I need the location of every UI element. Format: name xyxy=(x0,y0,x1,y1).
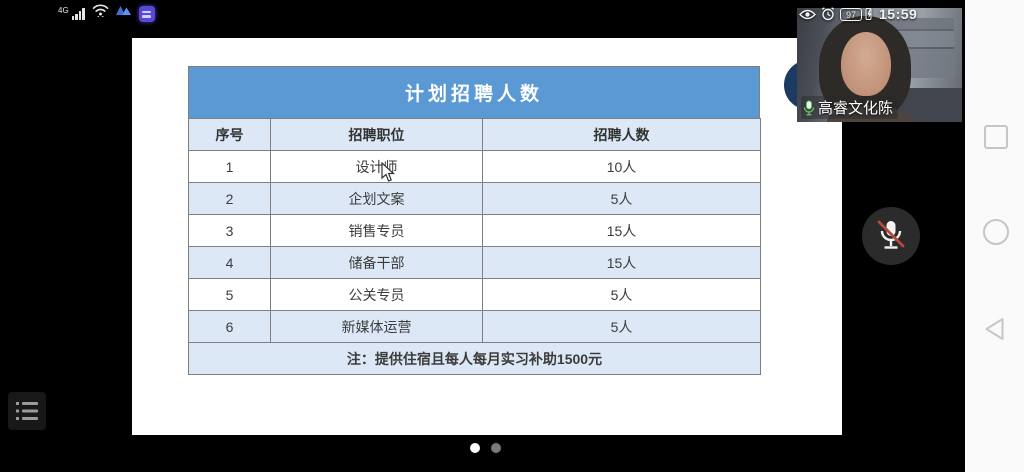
alarm-icon xyxy=(821,7,835,21)
table-note: 注：提供住宿且每人每月实习补助1500元 xyxy=(188,342,761,375)
table-header-row: 序号 招聘职位 招聘人数 xyxy=(188,118,761,151)
participant-name: 高睿文化陈 xyxy=(818,100,894,117)
cell-index: 6 xyxy=(188,310,271,343)
table-title: 计划招聘人数 xyxy=(188,66,760,118)
cell-index: 2 xyxy=(188,182,271,215)
page-dot-inactive xyxy=(491,443,501,453)
table-row: 6 新媒体运营 5人 xyxy=(188,310,761,343)
messaging-app-icon xyxy=(115,3,132,21)
recruitment-grid: 序号 招聘职位 招聘人数 1 设计师 10人 2 企划文案 5人 3 销售专员 … xyxy=(188,118,761,375)
col-header-index: 序号 xyxy=(188,118,271,151)
battery-icon: 97 xyxy=(840,7,862,21)
cell-headcount: 5人 xyxy=(482,182,761,215)
cell-index: 4 xyxy=(188,246,271,279)
back-button[interactable] xyxy=(984,317,1006,346)
microphone-mute-button[interactable] xyxy=(862,207,920,265)
cell-headcount: 5人 xyxy=(482,278,761,311)
page-indicator xyxy=(470,443,501,453)
page-dot-active xyxy=(470,443,480,453)
network-type-label: 4G xyxy=(58,6,69,15)
cell-index: 3 xyxy=(188,214,271,247)
cell-position: 销售专员 xyxy=(270,214,483,247)
wifi-icon xyxy=(92,3,109,23)
cell-index: 5 xyxy=(188,278,271,311)
table-note-row: 注：提供住宿且每人每月实习补助1500元 xyxy=(188,342,761,375)
mouse-cursor-icon xyxy=(381,161,396,188)
android-navigation-bar xyxy=(965,0,1024,472)
home-button[interactable] xyxy=(983,219,1009,245)
person-shoulders xyxy=(827,106,913,122)
table-row: 4 储备干部 15人 xyxy=(188,246,761,279)
table-row: 2 企划文案 5人 xyxy=(188,182,761,215)
cell-position: 新媒体运营 xyxy=(270,310,483,343)
table-row: 1 设计师 10人 xyxy=(188,150,761,183)
cell-index: 1 xyxy=(188,150,271,183)
table-row: 3 销售专员 15人 xyxy=(188,214,761,247)
participant-mic-icon xyxy=(803,100,815,116)
cellular-signal-icon xyxy=(71,8,85,20)
status-bar-right: 97 15:59 xyxy=(799,6,917,22)
agenda-list-button[interactable] xyxy=(8,392,46,430)
cell-position: 公关专员 xyxy=(270,278,483,311)
participant-nameplate: 高睿文化陈 xyxy=(801,96,899,119)
eye-protection-icon xyxy=(799,9,816,20)
recents-button[interactable] xyxy=(984,125,1008,149)
cell-position: 设计师 xyxy=(270,150,483,183)
cell-headcount: 10人 xyxy=(482,150,761,183)
app-badge-icon xyxy=(138,6,155,22)
col-header-headcount: 招聘人数 xyxy=(482,118,761,151)
participant-video-tile[interactable]: 高睿文化陈 xyxy=(797,8,962,122)
presentation-slide: 计划招聘人数 序号 招聘职位 招聘人数 1 设计师 10人 2 企划文案 5人 … xyxy=(132,38,842,435)
cell-position: 储备干部 xyxy=(270,246,483,279)
cell-position: 企划文案 xyxy=(270,182,483,215)
cell-headcount: 5人 xyxy=(482,310,761,343)
status-bar-left: 4G xyxy=(58,3,155,23)
table-row: 5 公关专员 5人 xyxy=(188,278,761,311)
cell-headcount: 15人 xyxy=(482,214,761,247)
person-face xyxy=(841,32,891,96)
cell-headcount: 15人 xyxy=(482,246,761,279)
clock: 15:59 xyxy=(879,6,918,22)
charging-icon xyxy=(865,7,874,21)
col-header-position: 招聘职位 xyxy=(270,118,483,151)
recruitment-table: 计划招聘人数 序号 招聘职位 招聘人数 1 设计师 10人 2 企划文案 5人 … xyxy=(188,66,761,375)
list-icon xyxy=(16,402,38,420)
